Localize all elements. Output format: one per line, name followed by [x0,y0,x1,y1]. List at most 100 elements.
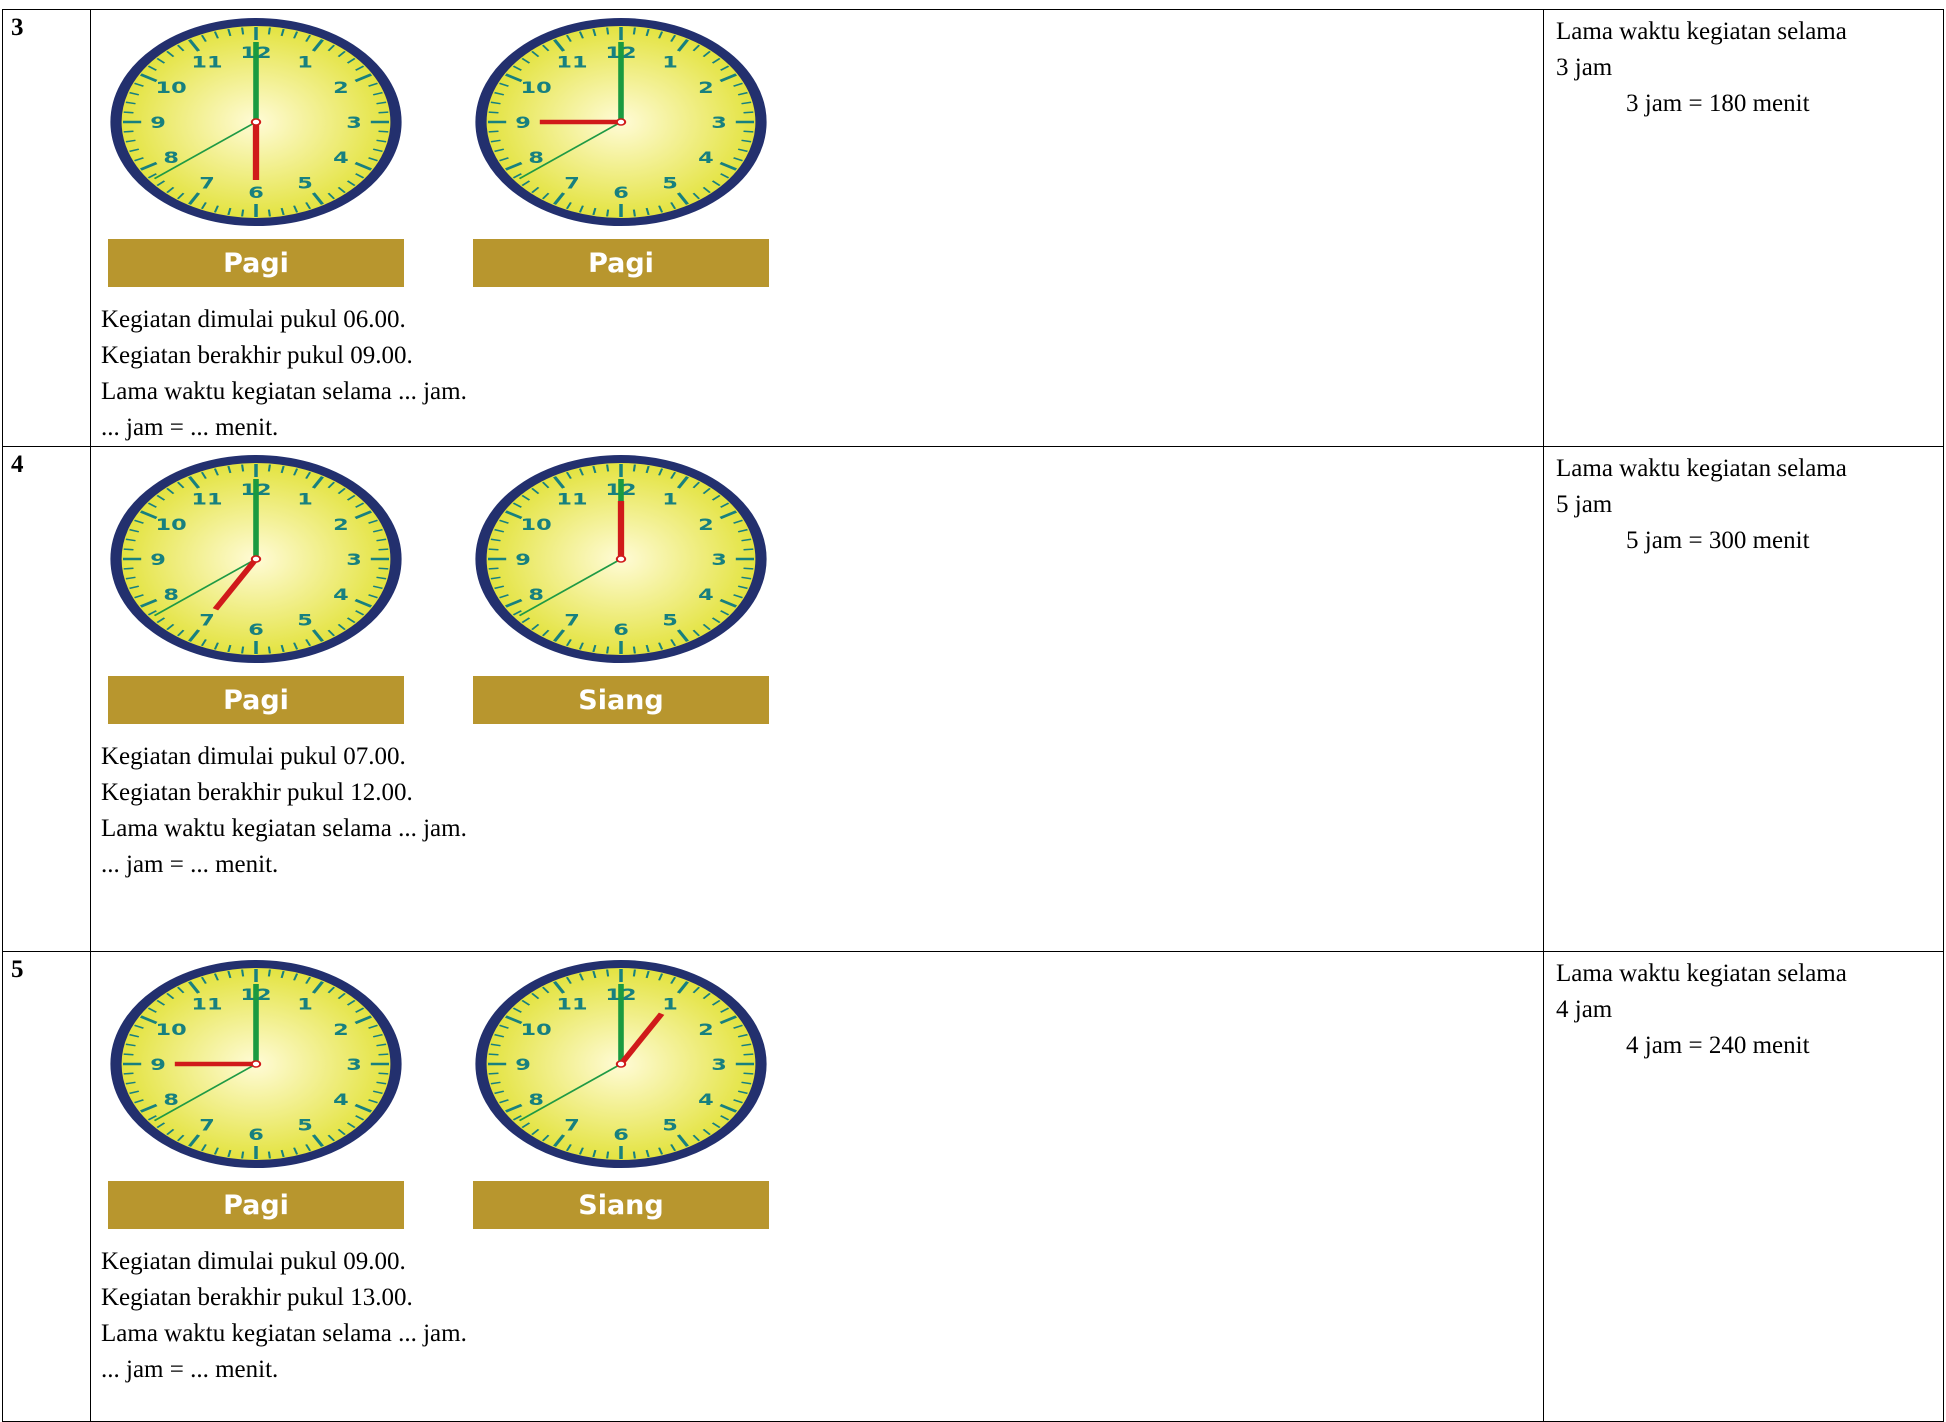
clock-tick [733,1024,743,1029]
clock-tick [494,91,505,96]
second-hand [518,1063,622,1122]
clock-tick [305,202,312,210]
time-label-bar [108,239,404,287]
clock-tick [213,205,219,213]
clock-numeral: 11 [191,53,222,72]
clock-tick [521,999,531,1006]
clock-tick [645,970,650,979]
clock-tick [521,57,531,64]
answer-line: Lama waktu kegiatan selama [1556,960,1847,987]
clock-tick [227,1149,232,1158]
clock-tick [670,639,677,647]
clock-tick [541,44,550,52]
clock-tick [720,65,730,71]
clock-tick [187,981,201,994]
clock-tick [494,585,505,590]
time-label: Pagi [223,685,289,716]
clock-tick [632,969,636,977]
clock-tick [337,487,346,495]
clock-numeral: 6 [248,620,264,639]
time-label: Pagi [588,248,654,279]
clock-tick [719,510,738,520]
clock-tick [565,1144,572,1152]
clock-tick [521,494,531,501]
clock: 121234567891011 [475,455,767,663]
clock-tick [719,1103,738,1113]
clock-tick [606,969,610,977]
clock-numeral: 3 [711,1055,727,1074]
clock-tick [166,623,175,631]
clock-tick [293,642,299,650]
clock-tick [504,1103,523,1113]
clock-tick [311,39,325,52]
answer-cell: Lama waktu kegiatan selama 5 jam 5 jam = 3… [1543,446,1944,952]
clock-tick [123,1053,134,1056]
row-number: 3 [2,9,91,447]
clock-tick [376,1043,387,1047]
clock-tick [267,969,271,977]
clock-tick [376,139,387,143]
clock-tick [552,981,566,994]
clock-tick [372,1033,383,1038]
answer-cell: Lama waktu kegiatan selama 4 jam 4 jam = 2… [1543,951,1944,1422]
clock-tick [354,510,373,520]
clock-tick [733,594,743,599]
clock-numeral: 5 [662,611,678,630]
clock-numeral: 4 [698,148,714,167]
clock-numeral: 2 [698,78,714,97]
hour-hand [212,557,259,611]
clock-tick [488,111,499,114]
clock-tick [187,476,201,489]
clock-tick [490,101,501,105]
clock-numeral: 11 [556,53,587,72]
clock-tick [711,494,721,501]
clock-tick [346,180,356,187]
clock-tick [200,471,207,479]
clock-tick [346,1122,356,1129]
clock-tick [125,139,136,143]
clock-tick [488,130,499,133]
clock-tick [337,1128,346,1136]
clock-tick [676,1134,690,1147]
clock-numeral: 1 [662,490,678,509]
clock-tick [504,598,523,608]
clock-tick [702,623,711,631]
clock-tick [711,999,721,1006]
clock-tick [541,629,550,637]
clock-numeral: 2 [333,515,349,534]
clock-tick [737,1090,748,1095]
clock-numeral: 6 [613,1125,629,1144]
clock-numeral: 9 [150,113,166,132]
clock-numeral: 9 [515,550,531,569]
clock-tick [355,502,365,508]
clock-tick [156,494,166,501]
clock-numeral: 9 [515,1055,531,1074]
second-hand [518,121,622,180]
clock-tick [200,1144,207,1152]
clock-numeral: 3 [711,113,727,132]
clock-pair: 121234567891011Pagi121234567891011Siang [108,455,769,724]
clock-tick [521,617,531,624]
question-line: ... jam = ... menit. [101,1356,279,1383]
clock-numeral: 7 [199,611,215,630]
clock-numeral: 10 [521,515,552,534]
clock-tick [632,1151,636,1159]
clock-tick [372,148,383,153]
clock-tick [676,629,690,642]
clock-tick [490,139,501,143]
clock-tick [719,1015,738,1025]
clock-tick [606,27,610,35]
clock-center [615,1060,627,1068]
clock-tick [670,976,677,984]
clock-numeral: 11 [556,995,587,1014]
question-cell: 121234567891011Pagi121234567891011SiangK… [90,951,1544,1422]
answer-cell: Lama waktu kegiatan selama 3 jam 3 jam = 1… [1543,9,1944,447]
clock-tick [702,186,711,194]
clock-tick [720,502,730,508]
clock-tick [123,111,134,114]
clock-numeral: 5 [297,1116,313,1135]
clock-numeral: 11 [191,490,222,509]
clock-tick [504,1015,523,1025]
clock-tick [355,610,365,616]
clock-tick [134,594,144,599]
